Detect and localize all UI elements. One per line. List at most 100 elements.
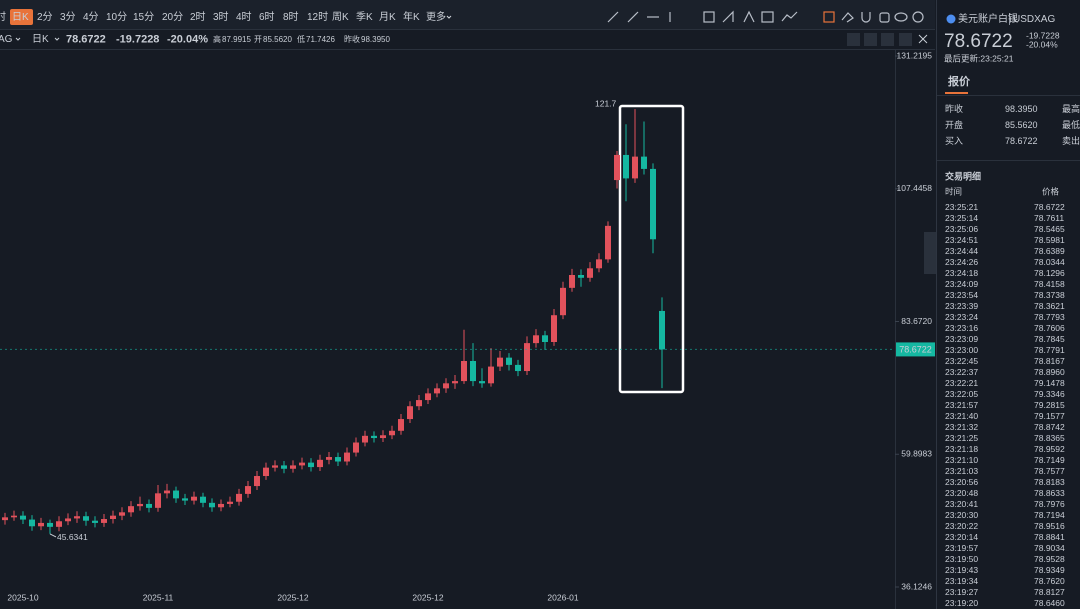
trade-time: 23:19:20 (945, 598, 978, 608)
trade-price: 78.5465 (1034, 224, 1065, 234)
annotation: 45.6341 (57, 532, 88, 542)
chart-button[interactable] (899, 33, 912, 46)
info-price: 78.6722 (66, 33, 106, 45)
timeframe-tab[interactable]: 15分 (133, 11, 154, 23)
candle-body (434, 388, 440, 394)
candle-body (641, 156, 647, 169)
panel-name: 美元账户白银 (958, 12, 1018, 25)
trade-price: 78.7577 (1034, 466, 1065, 476)
quote-label: 昨收 (945, 103, 963, 114)
candle-body (452, 381, 458, 384)
timeframe-tab[interactable]: 8时 (283, 11, 299, 23)
timeframe-tab[interactable]: 2分 (37, 11, 53, 23)
tool-ray[interactable] (627, 11, 639, 23)
trade-time: 23:23:16 (945, 323, 978, 333)
quote-more: 卖出 (1062, 135, 1080, 146)
trade-time: 23:23:39 (945, 301, 978, 311)
timeframe-tab[interactable]: 20分 (162, 11, 183, 23)
candle-body (317, 459, 323, 468)
timeframe-tab[interactable]: 更多 (426, 10, 446, 23)
candle-body (272, 465, 278, 468)
candle-body (335, 457, 341, 462)
candle-body (137, 503, 143, 507)
timeframe-tab[interactable]: 12时 (307, 11, 328, 23)
timeframe-tab[interactable]: 年K (403, 10, 420, 23)
timeframe-tab[interactable]: 3分 (60, 11, 76, 23)
chart-button[interactable] (881, 33, 894, 46)
candle-body (227, 501, 233, 504)
annotation-leader (49, 533, 57, 538)
last-price-tag (896, 342, 935, 357)
timeframe-tab[interactable]: 4分 (83, 11, 99, 23)
candle-body (569, 274, 575, 288)
trade-time: 23:19:43 (945, 565, 978, 575)
quote-more: 最高 (1062, 103, 1080, 114)
close-button[interactable] (918, 34, 928, 44)
timeframe-tab[interactable]: 10分 (106, 11, 127, 23)
trade-time: 23:19:27 (945, 587, 978, 597)
trade-time: 23:23:00 (945, 345, 978, 355)
timeframe-tab[interactable]: 周K (332, 11, 349, 23)
candle-body (614, 154, 620, 181)
candle-body (326, 457, 332, 460)
trade-time: 23:23:09 (945, 334, 978, 344)
candle-body (542, 335, 548, 343)
tool-line[interactable] (607, 11, 619, 23)
trade-price: 78.7845 (1034, 334, 1065, 344)
trade-price: 78.7791 (1034, 345, 1065, 355)
chart-buttons[interactable] (847, 33, 928, 46)
chart-button[interactable] (864, 33, 877, 46)
timeframe-tab[interactable]: 3时 (213, 11, 229, 23)
candle-body (218, 503, 224, 508)
stat-value: 87.9915 (222, 35, 251, 44)
timeframe-tab[interactable]: 2时 (190, 11, 206, 23)
candle-body (407, 406, 413, 420)
trade-price: 78.4158 (1034, 279, 1065, 289)
tool-eye[interactable] (894, 12, 908, 22)
timeframe-tab[interactable]: 4时 (236, 11, 252, 23)
stat-label: 低 (297, 34, 305, 44)
candle-body (101, 519, 107, 523)
timeframe-tab[interactable]: 6时 (259, 11, 275, 23)
panel-tab[interactable]: 报价 (948, 74, 971, 88)
trade-price: 79.1577 (1034, 411, 1065, 421)
trade-time: 23:21:25 (945, 433, 978, 443)
candle-body (596, 259, 602, 269)
x-tick-label: 2025-11 (143, 592, 174, 602)
trade-time: 23:20:14 (945, 532, 978, 542)
tool-trend[interactable] (781, 11, 798, 22)
trades-header: 价格 (1042, 186, 1060, 196)
panel-updated: 最后更新:23:25:21 (944, 53, 1014, 63)
tool-lock[interactable] (879, 12, 890, 23)
tool-edit[interactable] (823, 11, 835, 23)
trade-time: 23:23:54 (945, 290, 978, 300)
panel-code: USDXAG (1013, 14, 1055, 25)
panel-price: 78.6722 (944, 31, 1013, 52)
symbol-icon (946, 14, 956, 24)
candle-body (155, 493, 161, 508)
candle-body (209, 502, 215, 508)
panel-toggle[interactable] (924, 232, 936, 274)
tool-magnet[interactable] (861, 12, 871, 23)
tool-fan[interactable] (722, 10, 734, 23)
timeframe-tab[interactable]: 月K (379, 11, 396, 23)
more-arrow (446, 15, 452, 19)
timeframe-tab[interactable]: 时 (0, 11, 6, 23)
tool-settings[interactable] (912, 11, 924, 23)
drawing-tools[interactable] (607, 10, 924, 23)
tool-fib[interactable] (703, 11, 715, 23)
candle-body (146, 503, 152, 508)
quote-label: 买入 (945, 136, 963, 146)
chart-button[interactable] (847, 33, 860, 46)
candle-body (128, 506, 134, 513)
trade-price: 78.3738 (1034, 290, 1065, 300)
tool-pattern[interactable] (743, 10, 755, 23)
candle-body (470, 360, 476, 382)
annotation: 121.7 (595, 98, 617, 108)
timeframe-tab[interactable]: 季K (356, 11, 373, 23)
candle-body (173, 490, 179, 499)
timeframe-tab[interactable]: 日K (12, 12, 29, 23)
tool-eraser[interactable] (841, 12, 854, 23)
candle-body (236, 493, 242, 502)
tool-image[interactable] (761, 11, 774, 23)
